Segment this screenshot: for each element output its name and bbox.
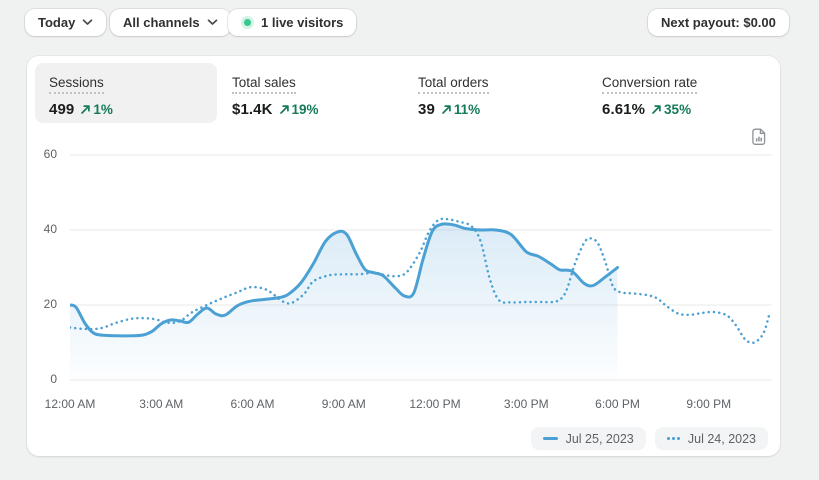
x-axis-tick-label: 3:00 AM: [139, 397, 184, 411]
y-axis-tick-label: 20: [43, 297, 57, 311]
legend-label: Jul 25, 2023: [565, 431, 634, 446]
metric-label: Total sales: [232, 75, 296, 94]
increase-arrow-icon: [81, 105, 91, 114]
x-axis-tick-label: 9:00 PM: [686, 397, 732, 411]
chevron-down-icon: [82, 19, 93, 26]
live-visitors-pill[interactable]: 1 live visitors: [228, 9, 357, 36]
increase-arrow-icon: [442, 105, 451, 114]
live-visitors-label: 1 live visitors: [261, 15, 344, 30]
legend-item-jul-25[interactable]: Jul 25, 2023: [530, 427, 646, 450]
metric-tab-total-orders[interactable]: Total orders 39 11%: [418, 74, 489, 118]
dotted-line-swatch-icon: [666, 437, 680, 440]
date-range-filter[interactable]: Today: [25, 9, 107, 36]
live-status-dot-icon: [241, 16, 254, 29]
legend-label: Jul 24, 2023: [687, 431, 756, 446]
y-axis-tick-label: 60: [43, 147, 57, 161]
y-axis-tick-label: 0: [50, 372, 57, 386]
increase-arrow-icon: [652, 105, 661, 114]
metric-value: $1.4K: [232, 101, 273, 118]
channel-filter[interactable]: All channels: [110, 9, 231, 36]
solid-line-swatch-icon: [542, 437, 558, 440]
x-axis-tick-label: 12:00 PM: [409, 397, 461, 411]
x-axis-tick-label: 6:00 PM: [595, 397, 640, 411]
chart-legend: Jul 25, 2023 Jul 24, 2023: [530, 427, 768, 450]
metric-value: 499: [49, 101, 75, 118]
analytics-overview-card: Sessions 499 1% Total sales $1.4K 19% To…: [27, 56, 780, 456]
metric-tab-sessions[interactable]: Sessions 499 1%: [35, 63, 217, 123]
y-axis-tick-label: 40: [43, 222, 57, 236]
date-range-label: Today: [38, 15, 76, 30]
sessions-line-chart[interactable]: [70, 150, 772, 392]
metric-delta: 19%: [279, 102, 319, 117]
metric-delta: 11%: [441, 102, 480, 117]
series-line-solid: [70, 222, 619, 338]
metric-tab-conversion-rate[interactable]: Conversion rate 6.61% 35%: [602, 74, 698, 118]
metric-label: Total orders: [418, 75, 489, 94]
report-file-icon: [751, 128, 765, 145]
channel-filter-label: All channels: [123, 15, 200, 30]
metric-delta: 35%: [651, 102, 691, 117]
next-payout-label: Next payout: $0.00: [661, 15, 776, 30]
metric-label: Conversion rate: [602, 75, 698, 94]
x-axis-tick-label: 6:00 AM: [230, 397, 275, 411]
series-line-dotted: [70, 217, 771, 345]
increase-arrow-icon: [279, 105, 289, 114]
chevron-down-icon: [207, 19, 218, 26]
series-area-fill: [70, 223, 618, 380]
metric-tab-total-sales[interactable]: Total sales $1.4K 19%: [232, 74, 319, 118]
metric-delta: 1%: [80, 102, 113, 117]
legend-item-jul-24[interactable]: Jul 24, 2023: [654, 427, 768, 450]
metric-label: Sessions: [49, 75, 104, 94]
metric-value: 6.61%: [602, 101, 646, 118]
view-report-button[interactable]: [746, 124, 772, 150]
x-axis-tick-label: 12:00 AM: [44, 397, 96, 411]
x-axis-tick-label: 3:00 PM: [503, 397, 549, 411]
metric-value: 39: [418, 101, 435, 118]
next-payout-button[interactable]: Next payout: $0.00: [648, 9, 789, 36]
x-axis-tick-label: 9:00 AM: [321, 397, 366, 411]
